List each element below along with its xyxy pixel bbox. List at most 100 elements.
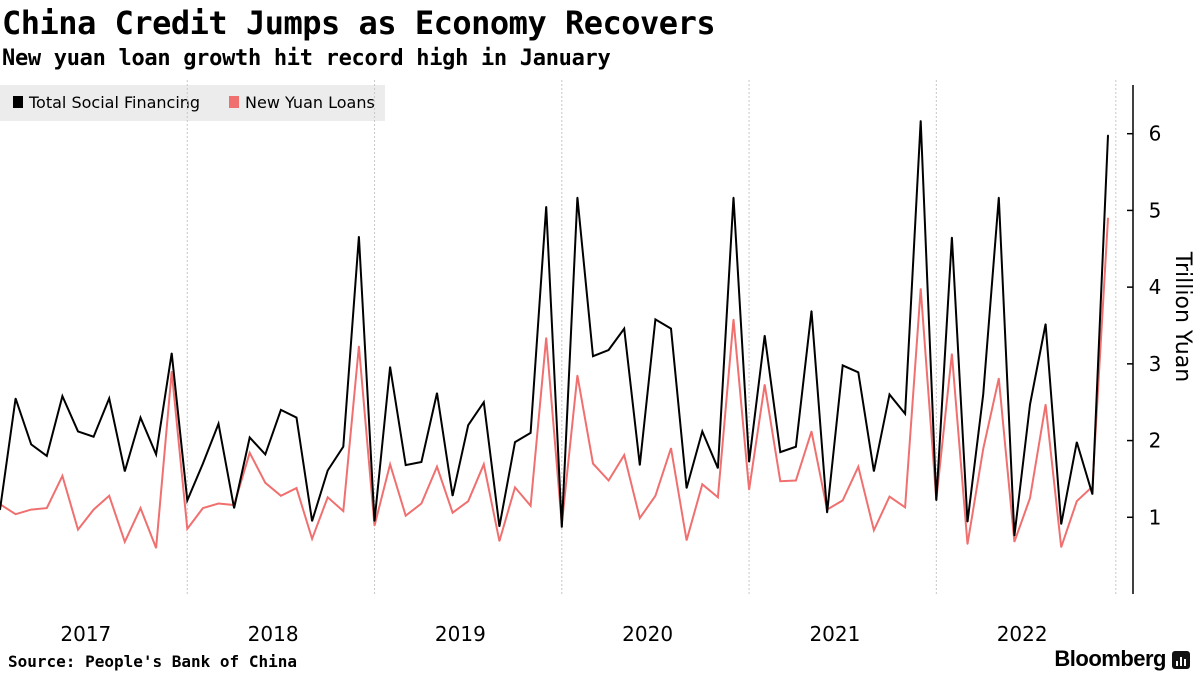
data-point-new-yuan-loans-65 — [1013, 541, 1016, 543]
data-point-new-yuan-loans-12 — [186, 528, 188, 530]
data-point-total-social-financing-26 — [405, 464, 407, 466]
data-point-total-social-financing-68 — [1060, 523, 1062, 525]
y-axis-label: Trillion Yuan — [1170, 251, 1195, 382]
data-point-total-social-financing-7 — [108, 397, 110, 399]
x-tick-label-2022: 2022 — [997, 622, 1048, 646]
legend-swatch-new-yuan-loans — [229, 96, 239, 108]
data-point-new-yuan-loans-13 — [202, 507, 204, 509]
data-point-total-social-financing-6 — [93, 436, 95, 438]
data-point-total-social-financing-19 — [295, 417, 298, 419]
data-point-new-yuan-loans-38 — [592, 463, 594, 465]
data-point-total-social-financing-46 — [717, 467, 719, 469]
data-point-new-yuan-loans-37 — [576, 374, 579, 376]
source-note: Source: People's Bank of China — [8, 652, 297, 671]
data-point-total-social-financing-71 — [1107, 134, 1109, 136]
data-point-total-social-financing-62 — [966, 521, 969, 523]
data-point-total-social-financing-58 — [904, 413, 906, 415]
data-point-total-social-financing-21 — [327, 469, 329, 472]
legend: Total Social Financing New Yuan Loans — [0, 85, 385, 121]
data-point-new-yuan-loans-63 — [982, 448, 984, 450]
data-point-new-yuan-loans-22 — [342, 510, 344, 512]
legend-label-new-yuan-loans: New Yuan Loans — [245, 93, 375, 112]
data-point-new-yuan-loans-64 — [998, 377, 1000, 379]
data-point-total-social-financing-53 — [826, 512, 828, 514]
data-point-total-social-financing-35 — [545, 206, 547, 208]
data-point-new-yuan-loans-26 — [405, 515, 407, 517]
chart-title: China Credit Jumps as Economy Recovers — [2, 4, 716, 42]
data-point-new-yuan-loans-4 — [61, 475, 64, 477]
data-point-new-yuan-loans-25 — [389, 463, 391, 465]
data-point-total-social-financing-15 — [233, 507, 235, 509]
data-point-new-yuan-loans-45 — [701, 483, 703, 485]
data-point-new-yuan-loans-27 — [420, 502, 422, 505]
data-point-total-social-financing-28 — [436, 392, 438, 394]
data-point-total-social-financing-55 — [857, 371, 859, 373]
data-point-total-social-financing-49 — [764, 334, 766, 337]
data-point-new-yuan-loans-52 — [810, 430, 813, 432]
data-point-new-yuan-loans-21 — [327, 496, 329, 498]
data-point-new-yuan-loans-10 — [155, 547, 157, 549]
y-tick-label-3: 3 — [1149, 352, 1162, 376]
data-point-total-social-financing-11 — [171, 352, 173, 354]
data-point-new-yuan-loans-30 — [467, 500, 469, 502]
brand-logo: Bloomberg — [1054, 646, 1166, 671]
data-point-new-yuan-loans-34 — [530, 505, 532, 507]
data-point-total-social-financing-0 — [0, 509, 1, 511]
data-point-total-social-financing-10 — [155, 453, 157, 455]
x-tick-label-2017: 2017 — [60, 622, 111, 646]
data-point-total-social-financing-31 — [483, 401, 485, 403]
data-point-new-yuan-loans-56 — [873, 529, 875, 531]
data-point-new-yuan-loans-35 — [545, 337, 547, 339]
data-point-total-social-financing-32 — [498, 525, 500, 528]
data-point-new-yuan-loans-17 — [264, 482, 266, 484]
series-points-total-social-financing — [0, 120, 1109, 537]
data-point-new-yuan-loans-41 — [639, 517, 641, 519]
data-point-total-social-financing-18 — [280, 409, 282, 411]
data-point-new-yuan-loans-5 — [77, 529, 79, 531]
data-point-new-yuan-loans-32 — [498, 540, 500, 542]
data-point-total-social-financing-43 — [670, 328, 672, 330]
data-point-total-social-financing-47 — [732, 196, 735, 198]
data-point-total-social-financing-9 — [139, 417, 142, 419]
data-point-new-yuan-loans-57 — [888, 496, 891, 498]
data-point-total-social-financing-27 — [420, 461, 422, 463]
data-point-new-yuan-loans-48 — [748, 489, 750, 491]
data-point-new-yuan-loans-31 — [483, 463, 485, 465]
data-point-new-yuan-loans-46 — [717, 496, 719, 498]
data-point-new-yuan-loans-50 — [779, 480, 781, 482]
x-axis: 2017 2018 2019 2020 2021 2022 — [60, 622, 1047, 646]
y-tick-label-2: 2 — [1149, 429, 1162, 453]
data-point-total-social-financing-56 — [873, 470, 875, 472]
data-point-total-social-financing-42 — [654, 318, 657, 320]
data-point-new-yuan-loans-6 — [93, 509, 95, 511]
data-point-total-social-financing-65 — [1013, 535, 1016, 537]
data-point-total-social-financing-34 — [530, 432, 532, 434]
data-point-new-yuan-loans-71 — [1107, 217, 1109, 219]
data-point-new-yuan-loans-61 — [951, 353, 953, 355]
data-point-new-yuan-loans-39 — [608, 479, 610, 482]
data-point-total-social-financing-33 — [514, 441, 516, 443]
data-point-total-social-financing-5 — [77, 430, 79, 432]
data-point-total-social-financing-67 — [1045, 323, 1047, 325]
data-point-new-yuan-loans-51 — [795, 479, 797, 482]
data-point-new-yuan-loans-47 — [732, 318, 735, 320]
data-point-total-social-financing-37 — [576, 196, 579, 198]
data-point-new-yuan-loans-44 — [686, 539, 688, 541]
data-point-total-social-financing-41 — [639, 464, 641, 466]
data-point-total-social-financing-8 — [124, 470, 126, 472]
legend-label-total-social-financing: Total Social Financing — [28, 93, 200, 112]
data-point-new-yuan-loans-33 — [514, 486, 516, 488]
data-point-new-yuan-loans-3 — [46, 507, 48, 509]
data-point-total-social-financing-12 — [186, 499, 188, 501]
legend-swatch-total-social-financing — [13, 96, 23, 108]
data-point-total-social-financing-16 — [249, 436, 251, 439]
data-point-new-yuan-loans-9 — [139, 507, 142, 509]
data-point-new-yuan-loans-14 — [217, 502, 220, 505]
data-point-total-social-financing-48 — [748, 461, 750, 463]
data-point-new-yuan-loans-54 — [842, 499, 844, 501]
data-point-new-yuan-loans-43 — [670, 447, 672, 449]
x-tick-label-2021: 2021 — [809, 622, 860, 646]
data-point-total-social-financing-38 — [592, 355, 594, 357]
series-layer — [0, 120, 1109, 549]
data-point-total-social-financing-69 — [1076, 441, 1078, 443]
